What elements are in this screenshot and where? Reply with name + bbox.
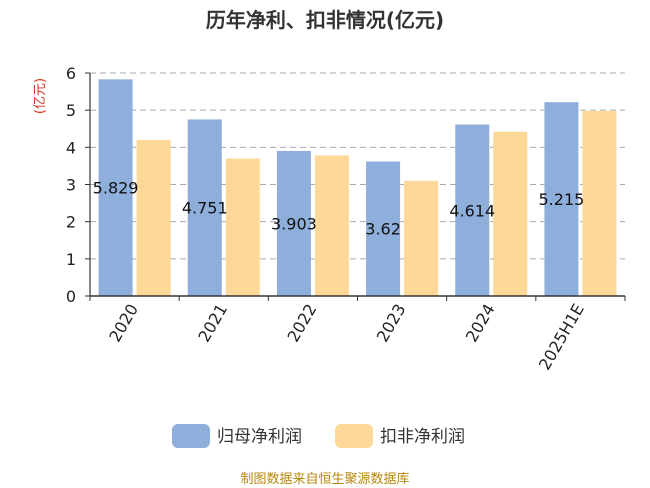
y-tick-label: 3 (66, 176, 76, 195)
x-tick-label: 2022 (284, 301, 321, 346)
bar-deducted-net-profit-2021 (225, 158, 260, 296)
y-tick-label: 0 (66, 287, 76, 306)
data-label: 5.215 (539, 190, 585, 209)
bar-net-profit-2020 (98, 79, 133, 296)
x-axis-ticks: 2020 2021 2022 2023 2024 2025H1E (89, 296, 626, 374)
source-note: 制图数据来自恒生聚源数据库 (240, 471, 409, 487)
bar-net-profit-2022 (276, 150, 311, 296)
bar-net-profit-2025H1E (544, 102, 579, 296)
data-labels: 5.829 4.751 3.903 3.62 4.614 5.215 (93, 179, 585, 239)
bar-deducted-net-profit-2023 (404, 180, 439, 296)
legend-label: 归母净利润 (217, 427, 302, 447)
y-axis-unit: (亿元) (33, 78, 48, 114)
bars (98, 79, 617, 296)
legend-swatch (335, 424, 373, 448)
data-label: 5.829 (93, 179, 139, 198)
x-tick-label: 2020 (105, 301, 142, 346)
x-tick-label: 2023 (373, 301, 410, 346)
chart-title: 历年净利、扣非情况(亿元) (206, 8, 444, 32)
legend-label: 扣非净利润 (380, 427, 465, 447)
data-label: 4.614 (449, 201, 495, 220)
y-tick-label: 2 (66, 213, 76, 232)
y-tick-label: 1 (66, 250, 76, 269)
y-axis-ticks: 0 1 2 3 4 5 6 (66, 64, 90, 306)
x-tick-label: 2021 (194, 301, 231, 346)
data-label: 4.751 (182, 199, 228, 218)
bar-deducted-net-profit-2025H1E (582, 110, 617, 296)
bar-net-profit-2021 (187, 119, 222, 296)
bar-net-profit-2023 (366, 161, 401, 296)
y-tick-label: 5 (66, 101, 76, 120)
x-tick-label: 2025H1E (535, 301, 588, 374)
bar-deducted-net-profit-2022 (314, 155, 349, 296)
y-tick-label: 4 (66, 138, 76, 157)
legend: 归母净利润 扣非净利润 (172, 424, 465, 448)
data-label: 3.62 (365, 220, 401, 239)
legend-swatch (172, 424, 210, 448)
x-tick-label: 2024 (462, 301, 499, 346)
bar-deducted-net-profit-2020 (136, 139, 171, 296)
bar-net-profit-2024 (455, 124, 490, 296)
data-label: 3.903 (271, 214, 317, 233)
grid-lines (90, 72, 625, 260)
y-tick-label: 6 (66, 64, 76, 83)
bar-deducted-net-profit-2024 (493, 131, 528, 296)
